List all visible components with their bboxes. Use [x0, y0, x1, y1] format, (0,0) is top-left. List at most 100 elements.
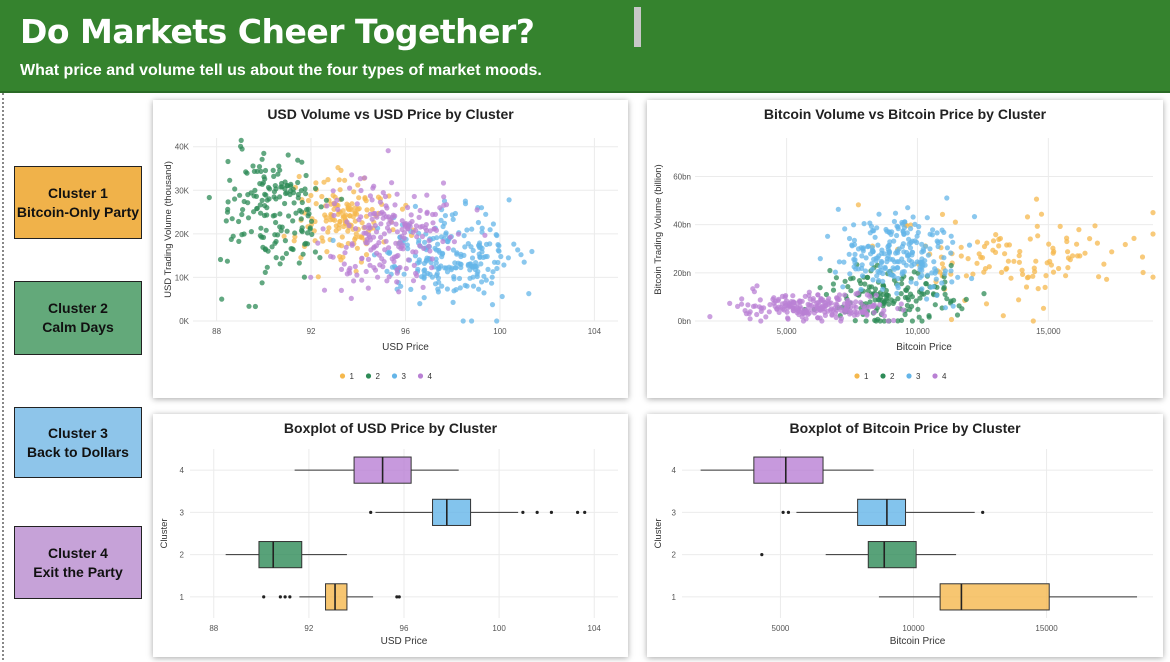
- scatter-point-cluster-4: [356, 217, 362, 223]
- scatter-point-cluster-1: [369, 206, 375, 213]
- scatter-point-cluster-2: [924, 289, 930, 295]
- scatter-point-cluster-2: [258, 225, 264, 231]
- scatter-point-cluster-4: [386, 274, 392, 280]
- scatter-point-cluster-3: [433, 260, 439, 266]
- scatter-point-cluster-4: [354, 201, 360, 207]
- scatter-point-cluster-4: [419, 233, 425, 240]
- scatter-point-cluster-1: [325, 177, 331, 183]
- scatter-point-cluster-4: [369, 216, 375, 222]
- scatter-point-cluster-1: [1056, 265, 1062, 272]
- scatter-point-cluster-1: [939, 211, 946, 217]
- scatter-point-cluster-3: [460, 318, 466, 324]
- scatter-point-cluster-2: [262, 247, 268, 253]
- scatter-point-cluster-1: [335, 165, 341, 171]
- scatter-point-cluster-3: [505, 255, 511, 261]
- scatter-point-cluster-3: [912, 238, 918, 244]
- scatter-point-cluster-4: [308, 274, 314, 280]
- scatter-point-cluster-4: [392, 213, 398, 219]
- scatter-point-cluster-1: [978, 254, 984, 260]
- scatter-point-cluster-4: [389, 180, 395, 186]
- scatter-point-cluster-3: [891, 218, 897, 225]
- scatter-point-cluster-3: [489, 280, 495, 286]
- scatter-point-cluster-3: [870, 228, 876, 234]
- scatter-point-cluster-4: [372, 223, 378, 229]
- scatter-point-cluster-2: [279, 255, 286, 261]
- outlier-point-3: [535, 510, 539, 514]
- scatter-point-cluster-2: [904, 302, 910, 309]
- scatter-point-cluster-2: [256, 164, 263, 170]
- scatter-point-cluster-3: [473, 260, 479, 266]
- y-tick-label: 3: [672, 508, 677, 517]
- scatter-point-cluster-3: [929, 232, 935, 238]
- scatter-point-cluster-4: [331, 201, 337, 207]
- y-axis-label: USD Trading Volume (thousand): [163, 161, 174, 298]
- outlier-point-3: [583, 510, 587, 514]
- scatter-point-cluster-1: [1047, 258, 1053, 264]
- scatter-point-cluster-4: [424, 192, 430, 198]
- y-tick-label: 60bn: [673, 173, 691, 182]
- scatter-point-cluster-3: [442, 265, 448, 271]
- scatter-point-cluster-1: [1057, 223, 1063, 229]
- scatter-point-cluster-3: [858, 286, 864, 293]
- scatter-point-cluster-4: [867, 293, 873, 299]
- scatter-point-cluster-3: [908, 226, 914, 232]
- scatter-point-cluster-4: [443, 202, 450, 208]
- scatter-point-cluster-3: [892, 210, 899, 216]
- scatter-point-cluster-2: [253, 193, 259, 199]
- scatter-point-cluster-3: [442, 213, 448, 219]
- scatter-point-cluster-3: [948, 250, 954, 256]
- scatter-point-cluster-4: [363, 240, 369, 246]
- x-tick-label: 15000: [1035, 624, 1058, 633]
- scatter-point-cluster-3: [498, 253, 504, 260]
- scatter-point-cluster-1: [331, 206, 337, 212]
- scatter-point-cluster-2: [913, 298, 919, 304]
- scatter-point-cluster-4: [833, 314, 839, 321]
- scatter-point-cluster-4: [758, 318, 764, 324]
- scatter-point-cluster-3: [432, 245, 438, 251]
- scatter-point-cluster-4: [822, 312, 828, 318]
- scatter-point-cluster-3: [417, 301, 423, 307]
- box-cluster-1: [939, 583, 1050, 611]
- scatter-point-cluster-1: [399, 206, 406, 212]
- scatter-point-cluster-4: [348, 295, 354, 301]
- scatter-point-cluster-3: [489, 302, 496, 308]
- scatter-point-cluster-3: [458, 251, 464, 257]
- scatter-point-cluster-3: [935, 243, 941, 250]
- scatter-point-cluster-4: [451, 239, 457, 245]
- scatter-point-cluster-2: [264, 212, 270, 218]
- scatter-point-cluster-2: [303, 172, 309, 179]
- scatter-point-cluster-1: [1004, 242, 1010, 248]
- scatter-point-cluster-3: [882, 265, 888, 272]
- scatter-point-cluster-3: [479, 249, 485, 255]
- scatter-point-cluster-4: [838, 318, 844, 324]
- scatter-point-cluster-1: [353, 235, 359, 241]
- scatter-point-cluster-2: [239, 211, 245, 218]
- scatter-point-cluster-3: [485, 266, 491, 272]
- scatter-point-cluster-3: [876, 211, 882, 217]
- scatter-point-cluster-3: [475, 219, 481, 226]
- scatter-point-cluster-3: [483, 211, 489, 217]
- scatter-point-cluster-1: [355, 182, 361, 188]
- scatter-point-cluster-1: [1050, 245, 1056, 251]
- scatter-point-cluster-2: [269, 244, 275, 250]
- scatter-point-cluster-1: [1038, 211, 1045, 217]
- scatter-point-cluster-2: [817, 285, 823, 291]
- y-tick-label: 0K: [179, 317, 189, 326]
- scatter-point-cluster-3: [908, 279, 914, 285]
- scatter-point-cluster-4: [413, 223, 419, 229]
- x-tick-label: 96: [400, 624, 409, 633]
- scatter-point-cluster-3: [465, 261, 471, 268]
- scatter-point-cluster-3: [836, 259, 842, 265]
- scatter-point-cluster-4: [384, 278, 390, 284]
- cluster-1-card: Cluster 1 Bitcoin-Only Party: [14, 166, 142, 239]
- scatter-point-cluster-2: [277, 261, 283, 267]
- y-tick-label: 2: [672, 551, 677, 560]
- scatter-point-cluster-4: [784, 309, 790, 315]
- scatter-point-cluster-3: [432, 281, 439, 287]
- scatter-point-cluster-4: [437, 205, 443, 211]
- scatter-point-cluster-1: [996, 243, 1002, 249]
- scatter-point-cluster-3: [846, 251, 852, 257]
- scatter-point-cluster-3: [435, 289, 441, 295]
- scatter-point-cluster-2: [954, 312, 961, 318]
- scatter-point-cluster-4: [357, 176, 363, 182]
